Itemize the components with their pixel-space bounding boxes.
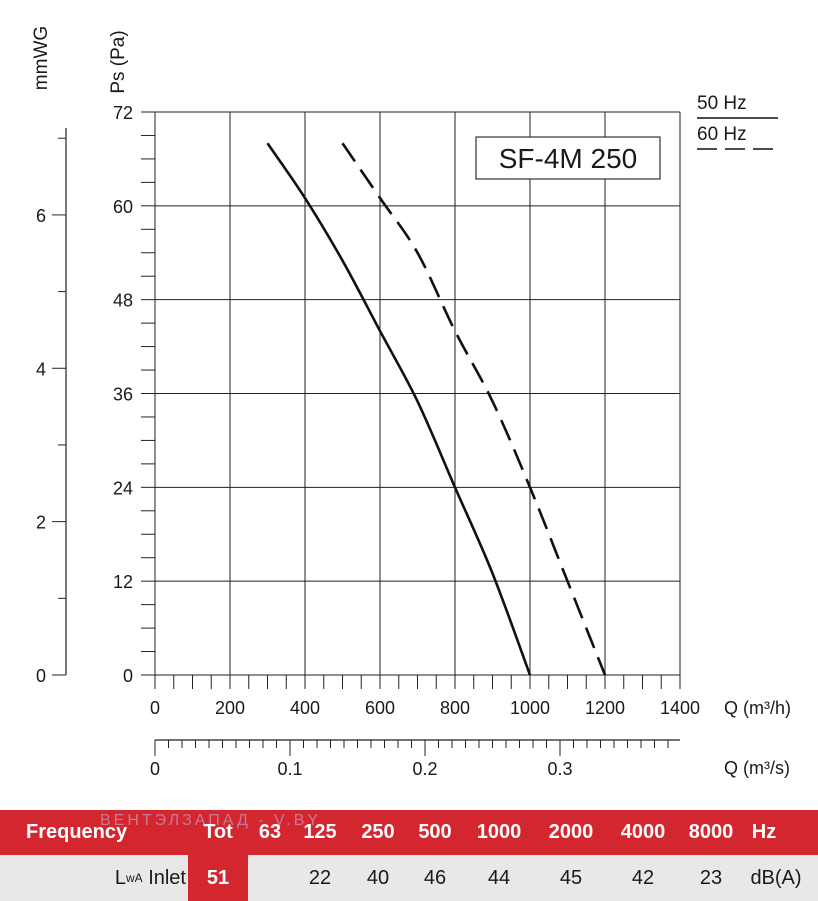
secondary-x-tick-label-0.3: 0.3 (547, 759, 572, 779)
y-tick-label-60: 60 (113, 197, 133, 217)
tot-header: Tot (203, 821, 233, 843)
grid (154, 111, 681, 676)
legend-label-50hz: 50 Hz (697, 93, 747, 114)
secondary-y-axis-label: mmWG (31, 26, 52, 90)
curve-50hz (266, 142, 532, 676)
band-125: 125 (303, 821, 337, 843)
band-2000: 2000 (548, 821, 594, 843)
curve-60hz (341, 142, 607, 676)
value-125: 22 (308, 866, 332, 889)
x-tick-label-1400: 1400 (660, 698, 700, 718)
x-tick-label-0: 0 (150, 698, 160, 718)
tot-value: 51 (206, 866, 230, 889)
secondary-y-tick-label-0: 0 (36, 666, 46, 686)
hz-unit: Hz (751, 821, 777, 843)
value-2000: 45 (559, 866, 583, 889)
secondary-x-tick-label-0.2: 0.2 (412, 759, 437, 779)
band-63: 63 (258, 821, 282, 843)
sound-data-table: ВЕНТЭЛЗАПАД - V.BY Frequency Tot 63 125 … (0, 810, 818, 901)
band-8000: 8000 (688, 821, 734, 843)
value-1000: 44 (487, 866, 511, 889)
y-tick-label-12: 12 (113, 572, 133, 592)
band-1000: 1000 (476, 821, 522, 843)
x-tick-label-600: 600 (365, 698, 395, 718)
secondary-y-tick-label-2: 2 (36, 513, 46, 533)
lwa-symbol: L (114, 866, 126, 889)
y-tick-label-0: 0 (123, 666, 133, 686)
y-axis-label: Ps (Pa) (108, 30, 129, 93)
y-tick-label-48: 48 (113, 291, 133, 311)
value-500: 46 (423, 866, 447, 889)
x-tick-label-200: 200 (215, 698, 245, 718)
value-63 (250, 855, 290, 901)
tot-column (188, 855, 248, 901)
secondary-y-tick-label-6: 6 (36, 206, 46, 226)
legend-label-60hz: 60 Hz (697, 124, 747, 145)
x-tick-label-800: 800 (440, 698, 470, 718)
y-tick-label-24: 24 (113, 478, 133, 498)
secondary-x-tick-label-0.1: 0.1 (277, 759, 302, 779)
frequency-header-row: ВЕНТЭЛЗАПАД - V.BY Frequency Tot 63 125 … (0, 810, 818, 855)
value-4000: 42 (631, 866, 655, 889)
chart-title: SF-4M 250 (499, 143, 638, 174)
x-tick-label-1200: 1200 (585, 698, 625, 718)
dba-unit: dB(A) (750, 866, 802, 889)
x-axis-label: Q (m³/h) (724, 698, 791, 718)
y-tick-label-72: 72 (113, 103, 133, 123)
secondary-y-tick-label-4: 4 (36, 359, 46, 379)
frequency-label: Frequency (26, 821, 128, 843)
chart-title-box (475, 136, 661, 180)
x-tick-label-400: 400 (290, 698, 320, 718)
secondary-x-tick-label-0: 0 (150, 759, 160, 779)
x-tick-label-1000: 1000 (510, 698, 550, 718)
secondary-x-axis-label: Q (m³/s) (724, 758, 790, 778)
band-4000: 4000 (620, 821, 666, 843)
curves (266, 142, 607, 676)
value-250: 40 (366, 866, 390, 889)
lwa-subscript: wA (125, 871, 143, 885)
y-tick-label-36: 36 (113, 385, 133, 405)
band-250: 250 (361, 821, 395, 843)
inlet-label: Inlet (148, 866, 186, 889)
value-8000: 23 (699, 866, 723, 889)
band-500: 500 (418, 821, 452, 843)
